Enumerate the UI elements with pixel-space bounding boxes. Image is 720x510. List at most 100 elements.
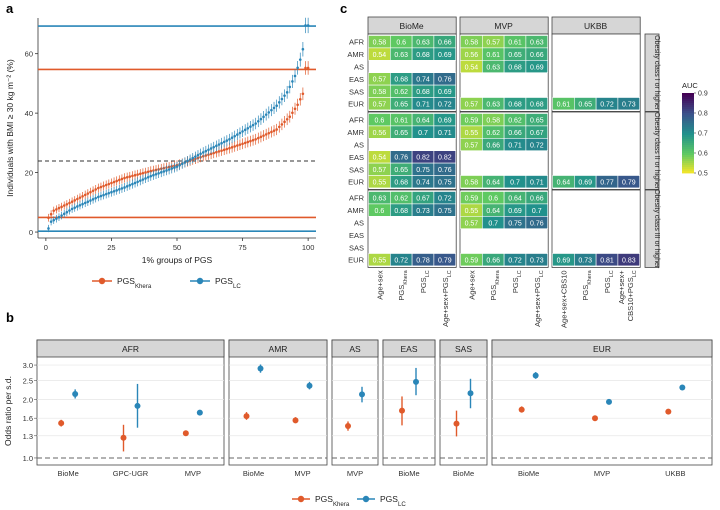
a-point-pgs-khera [293, 107, 297, 111]
c-cell-value: 0.73 [416, 208, 430, 215]
b-x-tick-label: BioMe [243, 469, 264, 478]
c-row-strip [644, 33, 660, 112]
c-cell [433, 203, 456, 217]
a-point-pgs-khera [225, 147, 229, 151]
c-cell-value: 0.77 [600, 180, 614, 187]
c-cell-value: 0.61 [508, 40, 522, 47]
c-row-strip-title: Obesity class II or higher [653, 112, 660, 190]
c-cell-value: 0.68 [394, 180, 408, 187]
b-facet-title: EUR [593, 344, 611, 354]
a-point-pgs-lc [201, 151, 205, 154]
a-x-axis-title: 1% groups of PGS [142, 255, 213, 265]
c-cell-value: 0.67 [530, 130, 544, 137]
c-cell-value: 0.64 [508, 196, 522, 203]
c-cell-value: 0.69 [508, 208, 522, 215]
c-colorbar-band [682, 135, 694, 138]
c-cell-value: 0.6 [375, 208, 385, 215]
a-point-pgs-lc [280, 97, 284, 101]
c-cell-value: 0.69 [438, 118, 452, 125]
b-y-axis-title: Odds ratio per s.d. [3, 376, 13, 446]
c-column-label: PGSLC [511, 270, 523, 293]
a-point-pgs-khera [228, 146, 231, 150]
c-cell-value: 0.61 [486, 52, 500, 59]
c-column-label: PGSKhera [397, 270, 409, 300]
c-cell-value: 0.76 [530, 220, 544, 227]
c-colorbar-band [682, 159, 694, 162]
a-point-pgs-lc [243, 128, 247, 132]
a-point-pgs-khera [136, 173, 139, 176]
a-legend-swatch-dot [196, 277, 204, 285]
c-column-label-text: PGSKhera [489, 270, 501, 300]
a-point-pgs-lc [296, 66, 299, 70]
c-cell-value: 0.69 [530, 64, 544, 71]
b-point-lc [532, 372, 539, 379]
c-cell [525, 59, 549, 73]
a-point-pgs-khera [146, 170, 150, 174]
c-cell-value: 0.83 [622, 258, 636, 265]
a-point-pgs-khera [257, 136, 260, 140]
a-point-pgs-khera [298, 98, 302, 101]
c-colorbar-band [682, 101, 694, 104]
a-point-pgs-lc [249, 125, 252, 128]
a-point-pgs-lc [209, 147, 213, 150]
c-cell-value: 0.73 [530, 258, 544, 265]
a-point-pgs-lc [104, 192, 108, 196]
a-point-pgs-khera [120, 177, 124, 181]
c-row-label: SAS [349, 165, 364, 174]
c-cell [433, 97, 456, 111]
a-point-pgs-lc [199, 152, 202, 156]
b-facet-strip [36, 339, 225, 358]
a-legend-swatch-dot [98, 277, 106, 285]
a-point-pgs-khera [277, 125, 281, 129]
c-cell-value: 0.66 [508, 130, 522, 137]
c-cell-value: 0.59 [465, 196, 479, 203]
c-colorbar-band [682, 149, 694, 152]
b-facet-strip [439, 339, 488, 358]
c-row-label: AS [354, 219, 364, 228]
c-cell-value: 0.65 [530, 118, 544, 125]
c-cell-value: 0.74 [416, 77, 430, 84]
c-cell-value: 0.66 [486, 142, 500, 149]
c-cell-value: 0.57 [486, 40, 500, 47]
c-colorbar-band [682, 111, 694, 114]
c-row-label: SAS [349, 87, 364, 96]
c-cell-value: 0.56 [373, 130, 387, 137]
c-cell-value: 0.57 [373, 77, 387, 84]
a-point-pgs-khera [68, 201, 71, 205]
a-point-pgs-khera [267, 131, 271, 135]
a-point-pgs-lc [251, 123, 255, 127]
c-colorbar-band [682, 103, 694, 106]
b-y-tick-label: 2.5 [23, 376, 33, 385]
a-point-pgs-lc [89, 199, 92, 202]
a-point-pgs-lc [270, 108, 273, 112]
c-row-strip-title: Obesity class I or higher [653, 35, 660, 111]
a-point-pgs-khera [243, 141, 247, 145]
a-point-pgs-khera [301, 92, 305, 96]
a-point-pgs-lc [167, 168, 171, 171]
panel-label-b: b [6, 310, 14, 325]
a-point-pgs-lc [141, 178, 145, 181]
c-cell-value: 0.65 [394, 130, 408, 137]
a-point-pgs-khera [112, 180, 116, 184]
a-point-pgs-lc [215, 144, 218, 148]
c-cell-value: 0.63 [530, 40, 544, 47]
c-cell-value: 0.63 [416, 40, 430, 47]
c-cell-value: 0.63 [373, 196, 387, 203]
c-cell-value: 0.62 [394, 89, 408, 96]
a-point-pgs-khera [115, 179, 118, 183]
c-column-strip-title: MVP [494, 21, 513, 31]
a-point-pgs-khera [222, 148, 226, 152]
c-colorbar-band [682, 147, 694, 150]
a-point-pgs-lc [241, 130, 244, 133]
a-point-pgs-khera [236, 144, 239, 147]
a-point-pgs-lc [138, 179, 142, 182]
a-point-pgs-lc [146, 175, 150, 179]
c-row-label: SAS [349, 243, 364, 252]
c-cell-value: 0.68 [394, 77, 408, 84]
c-colorbar-band [682, 115, 694, 118]
a-point-pgs-lc [257, 120, 260, 123]
c-cell-value: 0.66 [486, 258, 500, 265]
c-column-label-text: Age+sex [375, 270, 384, 300]
c-cell-value: 0.57 [373, 102, 387, 109]
